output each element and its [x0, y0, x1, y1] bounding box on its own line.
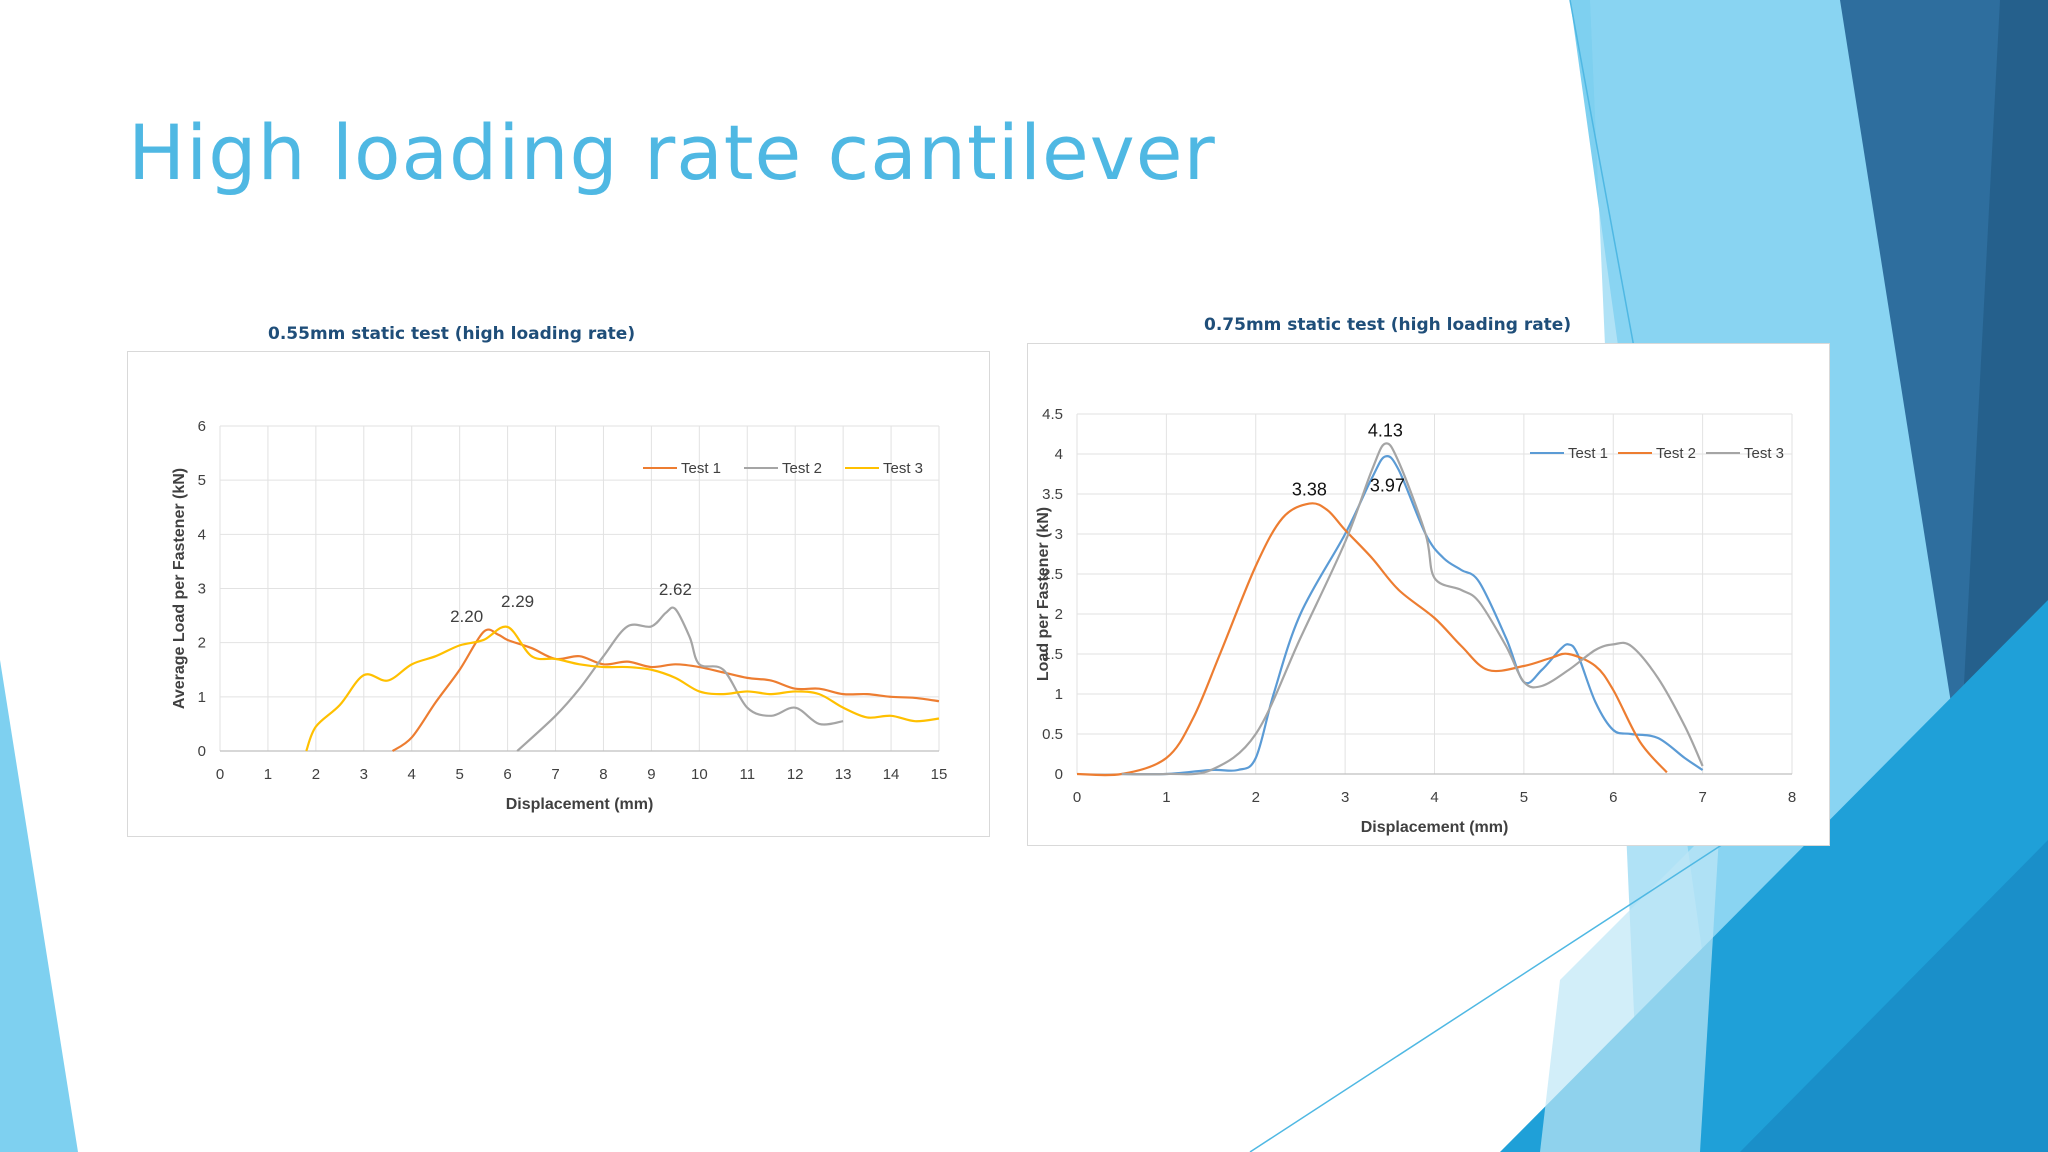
chart1-y-tick-label: 6	[198, 418, 206, 435]
chart2-x-axis-title: Displacement (mm)	[1361, 819, 1509, 836]
chart2-x-tick-label: 7	[1698, 789, 1706, 806]
chart1-x-axis-title: Displacement (mm)	[506, 796, 654, 813]
chart1-y-axis-title: Average Load per Fastener (kN)	[171, 468, 188, 709]
chart2-x-tick-label: 1	[1162, 789, 1170, 806]
chart2-x-tick-label: 8	[1788, 789, 1796, 806]
chart2-y-tick-label: 4	[1055, 446, 1063, 463]
chart2-y-tick-label: 3	[1055, 526, 1063, 543]
chart2-y-axis-title: Load per Fastener (kN)	[1035, 507, 1052, 681]
chart1-x-tick-label: 0	[216, 766, 224, 783]
chart2-x-tick-label: 2	[1252, 789, 1260, 806]
chart2-series-line-test-2	[1076, 502, 1668, 777]
chart2-series-line-test-1	[1121, 454, 1704, 776]
slide-title: High loading rate cantilever	[128, 108, 1216, 197]
chart1-series-line-test-3	[305, 625, 940, 752]
chart2-y-tick-label: 1	[1055, 686, 1063, 703]
chart1-x-tick-label: 2	[312, 766, 320, 783]
right-pale-facet	[1540, 820, 1720, 1152]
chart2-legend-label-test-1: Test 1	[1568, 445, 1608, 462]
chart1-data-label: 2.29	[501, 592, 534, 611]
thin-accent-line-2	[1249, 819, 1761, 1152]
chart2-y-tick-label: 3.5	[1042, 486, 1063, 503]
chart2-data-label: 3.38	[1292, 480, 1327, 500]
chart1-series-line-test-1	[391, 628, 940, 752]
chart1-y-tick-label: 1	[198, 689, 206, 706]
chart2-y-tick-label: 0.5	[1042, 726, 1063, 743]
chart2-data-label: 4.13	[1368, 421, 1403, 441]
right-bottom-facet-2	[1740, 840, 2048, 1152]
chart1-y-tick-label: 5	[198, 472, 206, 489]
chart2-legend-label-test-2: Test 2	[1656, 445, 1696, 462]
chart1-container: 0 1 2 3 4 5 6 7 8 9 10 11 12 13 14 15 0 1 2 3 4 5 6 Displacemen…	[127, 351, 990, 837]
chart2-x-tick-label: 0	[1073, 789, 1081, 806]
chart1-x-tick-label: 1	[264, 766, 272, 783]
chart2-caption: 0.75mm static test (high loading rate)	[1204, 315, 1572, 335]
chart2-y-tick-label: 1.5	[1042, 646, 1063, 663]
chart1-x-tick-label: 12	[787, 766, 804, 783]
chart1-x-tick-label: 13	[835, 766, 852, 783]
chart1-y-tick-label: 4	[198, 526, 206, 543]
chart1-x-tick-label: 7	[551, 766, 559, 783]
left-bottom-facet	[0, 660, 78, 1152]
right-darker-facet	[1960, 0, 2048, 760]
chart1-legend-label-test-2: Test 2	[782, 460, 822, 477]
chart2-data-label: 3.97	[1370, 475, 1405, 495]
chart2-x-tick-label: 4	[1430, 789, 1438, 806]
chart1-data-label: 2.62	[659, 580, 692, 599]
chart1-x-tick-label: 10	[691, 766, 708, 783]
chart1-series-line-test-2	[516, 606, 844, 752]
chart1-caption: 0.55mm static test (high loading rate)	[268, 324, 636, 344]
chart2-x-tick-label: 5	[1520, 789, 1528, 806]
chart2-series-line-test-3	[1121, 442, 1704, 776]
chart1-legend-label-test-1: Test 1	[681, 460, 721, 477]
chart2-y-tick-label: 0	[1055, 766, 1063, 783]
chart2-y-tick-label: 2	[1055, 606, 1063, 623]
chart1-y-tick-label: 2	[198, 635, 206, 652]
chart2-x-tick-label: 6	[1609, 789, 1617, 806]
chart1-x-tick-label: 6	[503, 766, 511, 783]
chart1-x-tick-label: 14	[883, 766, 900, 783]
chart1-y-tick-label: 3	[198, 581, 206, 598]
chart1-x-tick-label: 11	[739, 766, 755, 783]
chart1-y-tick-label: 0	[198, 743, 206, 760]
chart1-x-tick-label: 4	[408, 766, 416, 783]
chart1-x-tick-label: 15	[931, 766, 948, 783]
thin-accent-line	[1569, 0, 1641, 381]
chart1-plot: 0 1 2 3 4 5 6 7 8 9 10 11 12 13 14 150123456Displacemen…	[171, 418, 948, 813]
chart1-x-tick-label: 8	[599, 766, 607, 783]
chart2-plot: 0 1 2 3 4 5 6 7 8 0 0.5 1 1.5 2 2.5 3 3.5 4 4.5 Displacemen…	[1035, 406, 1796, 836]
chart1-x-tick-label: 3	[360, 766, 368, 783]
chart2-legend-label-test-3: Test 3	[1744, 445, 1784, 462]
chart1-legend-label-test-3: Test 3	[883, 460, 923, 477]
chart2-container: 0 1 2 3 4 5 6 7 8 0 0.5 1 1.5 2 2.5 3 3.5 4 4.5 Displacemen…	[1027, 343, 1830, 846]
chart1-x-tick-label: 5	[455, 766, 463, 783]
chart1-data-label: 2.20	[450, 607, 483, 626]
chart1-x-tick-label: 9	[647, 766, 655, 783]
chart2-y-tick-label: 2.5	[1042, 566, 1063, 583]
chart2-x-tick-label: 3	[1341, 789, 1349, 806]
chart2-y-tick-label: 4.5	[1042, 406, 1063, 423]
